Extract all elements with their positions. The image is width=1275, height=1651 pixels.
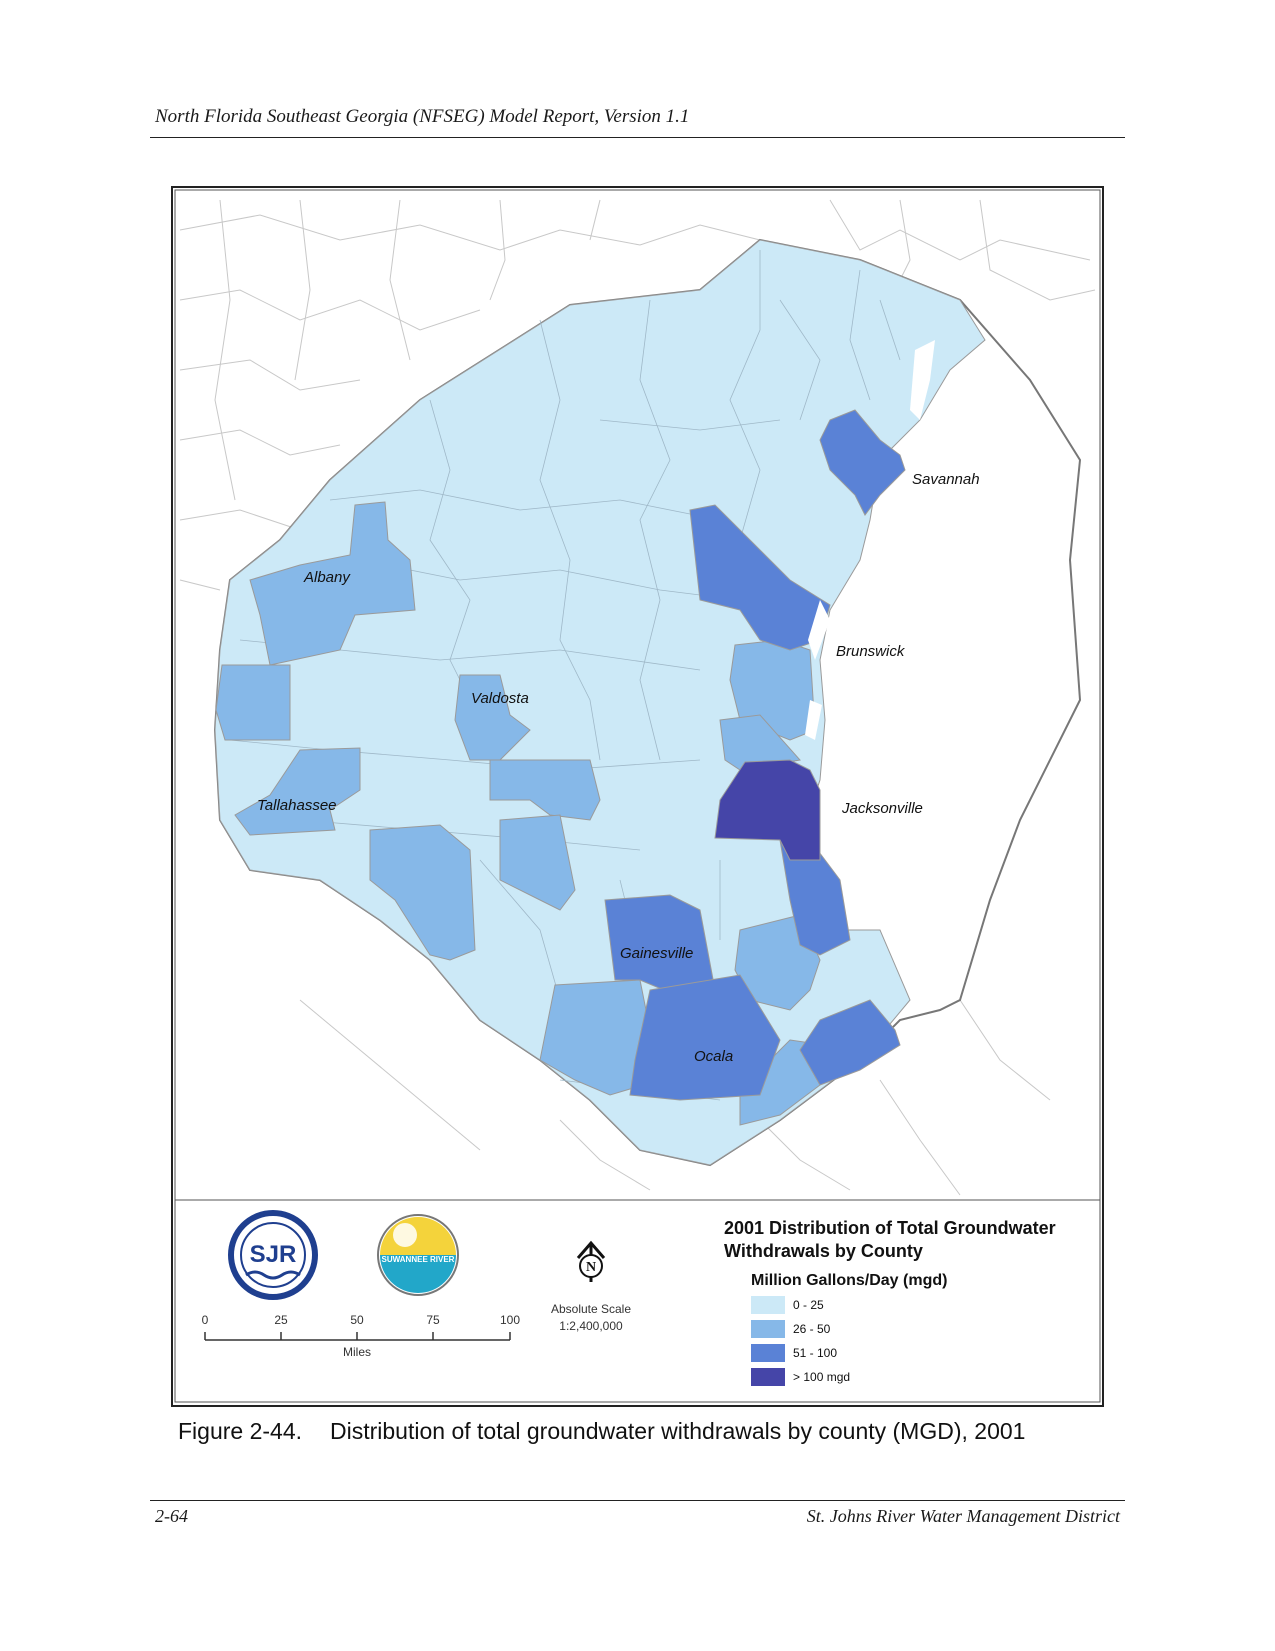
legend-item-26-50: 26 - 50 [751,1320,830,1338]
figure-number: Figure 2-44. [178,1418,303,1444]
scale-tick-50: 50 [350,1313,364,1327]
coastal-waters [805,340,935,740]
city-label-brunswick: Brunswick [836,643,905,660]
legend-swatch-51-100 [751,1344,785,1362]
city-label-albany: Albany [304,569,350,586]
legend-label-100-plus: > 100 mgd [793,1370,851,1384]
running-header: North Florida Southeast Georgia (NFSEG) … [155,106,690,127]
legend-title-line2: Withdrawals by County [724,1241,923,1261]
north-arrow-icon [576,1240,606,1282]
city-label-tallahassee: Tallahassee [257,797,337,814]
legend-item-51-100: 51 - 100 [751,1344,837,1362]
absolute-scale-label: Absolute Scale [550,1302,632,1316]
legend-swatch-100-plus [751,1368,785,1386]
scale-tick-75: 75 [426,1313,440,1327]
region-100-plus [714,759,821,861]
legend-label-0-25: 0 - 25 [793,1298,824,1312]
scale-bar [204,1332,511,1341]
footer-org: St. Johns River Water Management Distric… [806,1506,1120,1526]
absolute-scale: Absolute Scale 1:2,400,000 [546,1301,636,1335]
srwmd-logo-icon: SUWANNEE RIVER [377,1214,459,1296]
city-label-jacksonville: Jacksonville [842,800,923,817]
legend-subtitle: Million Gallons/Day (mgd) [751,1272,948,1289]
legend-label-51-100: 51 - 100 [793,1346,838,1360]
figure-caption-text: Distribution of total groundwater withdr… [330,1418,1026,1444]
legend-swatch-0-25 [751,1296,785,1314]
srwmd-logo-text: SUWANNEE RIVER [382,1255,455,1264]
figure-caption: Figure 2-44. Distribution of total ground… [178,1418,1025,1445]
city-label-ocala: Ocala [694,1048,734,1065]
scale-tick-25: 25 [274,1313,288,1327]
legend-title-line1: 2001 Distribution of Total Groundwater [724,1218,1056,1238]
header-rule [150,137,1125,138]
city-label-valdosta: Valdosta [471,690,529,707]
sjr-logo-text: SJR [250,1241,297,1268]
page-number: 2-64 [155,1506,188,1526]
legend-title: 2001 Distribution of Total Groundwater W… [724,1217,1056,1263]
scale-tick-100: 100 [499,1313,521,1327]
footer-rule [150,1500,1125,1501]
absolute-scale-value: 1:2,400,000 [559,1319,623,1333]
surrounding-county-lines [179,199,1096,1196]
scale-tick-0: 0 [201,1313,209,1327]
sjr-logo-icon: SJR [228,1210,318,1300]
city-label-gainesville: Gainesville [620,945,694,962]
legend-item-100-plus: > 100 mgd [751,1368,850,1386]
legend-item-0-25: 0 - 25 [751,1296,824,1314]
region-51-100 [604,409,906,1101]
city-label-savannah: Savannah [912,471,980,488]
legend-label-26-50: 26 - 50 [793,1322,831,1336]
scale-unit: Miles [342,1345,372,1359]
legend-panel [174,1199,1101,1403]
north-arrow-letter: N [586,1260,596,1275]
legend-swatch-26-50 [751,1320,785,1338]
region-26-50 [215,501,826,1126]
